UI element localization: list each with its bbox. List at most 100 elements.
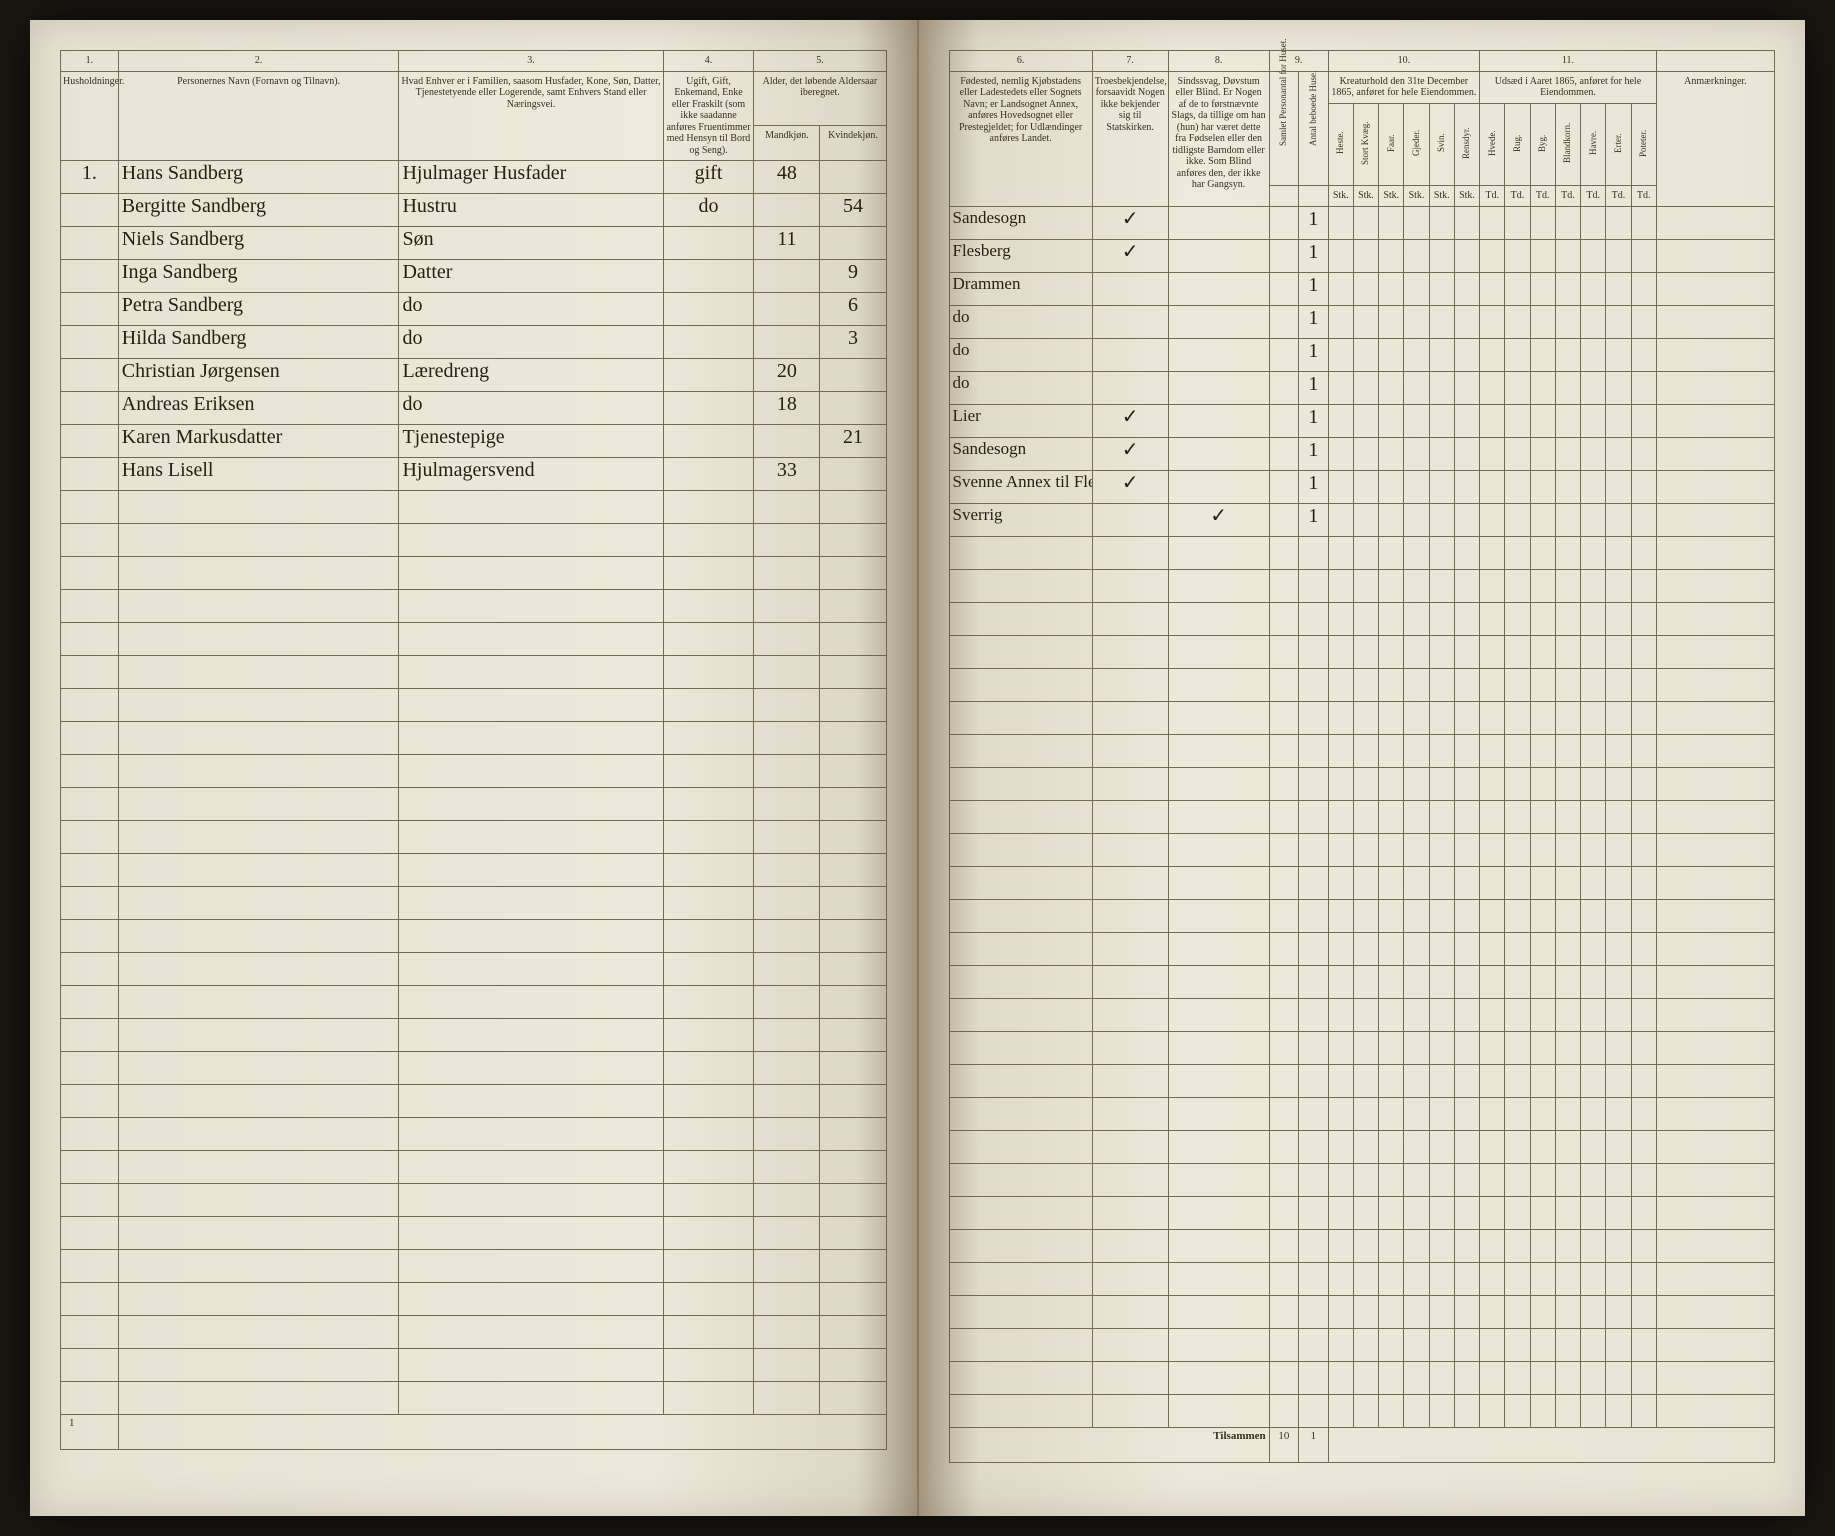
cell	[1092, 503, 1168, 536]
table-row	[949, 833, 1775, 866]
cell	[1269, 338, 1298, 371]
cell	[1555, 503, 1580, 536]
cell	[1480, 404, 1505, 437]
cell	[1269, 239, 1298, 272]
cell	[1269, 272, 1298, 305]
cell	[1379, 470, 1404, 503]
cell: Niels Sandberg	[118, 227, 399, 260]
cell: Christian Jørgensen	[118, 359, 399, 392]
cell	[1581, 371, 1606, 404]
table-row	[949, 767, 1775, 800]
colnum: 6.	[949, 51, 1092, 72]
cell	[1555, 371, 1580, 404]
unit: Stk.	[1429, 186, 1454, 207]
cell	[663, 293, 754, 326]
sum-persons: 10	[1269, 1427, 1298, 1462]
cell	[1581, 239, 1606, 272]
cell: 1	[1299, 437, 1328, 470]
cell	[61, 359, 119, 392]
cell	[820, 161, 886, 194]
cell	[1631, 371, 1656, 404]
cell	[1581, 305, 1606, 338]
cell	[1379, 206, 1404, 239]
header-condition: Sindssvag, Døvstum eller Blind. Er Nogen…	[1168, 71, 1269, 206]
cell	[1631, 503, 1656, 536]
cell: Hans Sandberg	[118, 161, 399, 194]
cell	[663, 425, 754, 458]
unit: Td.	[1581, 186, 1606, 207]
cell	[1404, 305, 1429, 338]
cell	[1328, 206, 1353, 239]
cell: 33	[754, 458, 820, 491]
subheader: Gjeder.	[1404, 103, 1429, 186]
cell: 1.	[61, 161, 119, 194]
cell: Inga Sandberg	[118, 260, 399, 293]
cell	[1168, 239, 1269, 272]
cell: Sverrig	[949, 503, 1092, 536]
cell	[1505, 338, 1530, 371]
table-row: Andreas Eriksendo18	[61, 392, 887, 425]
table-row: Svenne Annex til Flesberg✓1	[949, 470, 1775, 503]
cell	[1555, 305, 1580, 338]
table-row	[61, 755, 887, 788]
cell	[1530, 206, 1555, 239]
colnum: 3.	[399, 51, 663, 72]
cell	[1404, 470, 1429, 503]
cell	[1505, 503, 1530, 536]
left-ledger-table: 1. 2. 3. 4. 5. Husholdninger. Personerne…	[60, 50, 887, 1450]
cell	[1631, 404, 1656, 437]
cell: Sandesogn	[949, 206, 1092, 239]
sum-houses: 1	[1299, 1427, 1328, 1462]
cell: Drammen	[949, 272, 1092, 305]
cell: 1	[1299, 272, 1328, 305]
table-row: 1.Hans SandbergHjulmager Husfadergift48	[61, 161, 887, 194]
table-row	[61, 1382, 887, 1415]
cell	[754, 194, 820, 227]
cell	[1606, 305, 1631, 338]
header-age: Alder, det løbende Aldersaar iberegnet.	[754, 71, 886, 126]
cell: gift	[663, 161, 754, 194]
cell	[1328, 371, 1353, 404]
cell	[61, 458, 119, 491]
cell	[754, 425, 820, 458]
cell	[1379, 503, 1404, 536]
cell: 11	[754, 227, 820, 260]
table-row	[949, 536, 1775, 569]
cell	[1555, 206, 1580, 239]
cell	[1269, 206, 1298, 239]
cell	[1404, 371, 1429, 404]
right-ledger-table: 6. 7. 8. 9. 10. 11. Fødested, nemlig Kjø…	[949, 50, 1776, 1463]
cell: Hjulmagersvend	[399, 458, 663, 491]
table-row	[61, 1316, 887, 1349]
cell	[1631, 437, 1656, 470]
cell	[1168, 338, 1269, 371]
cell	[1092, 305, 1168, 338]
cell	[1530, 371, 1555, 404]
unit: Stk.	[1404, 186, 1429, 207]
cell	[820, 392, 886, 425]
table-row: do1	[949, 305, 1775, 338]
table-row	[61, 1349, 887, 1382]
cell	[1656, 206, 1774, 239]
unit: Stk.	[1379, 186, 1404, 207]
table-row	[61, 623, 887, 656]
unit: Td.	[1606, 186, 1631, 207]
table-row	[949, 1064, 1775, 1097]
cell	[1454, 371, 1479, 404]
unit: Td.	[1505, 186, 1530, 207]
cell: Læredreng	[399, 359, 663, 392]
cell	[1092, 272, 1168, 305]
cell	[663, 326, 754, 359]
cell	[1353, 305, 1378, 338]
unit: Stk.	[1353, 186, 1378, 207]
cell	[1581, 272, 1606, 305]
cell	[1379, 371, 1404, 404]
table-row: Drammen 1	[949, 272, 1775, 305]
cell	[1581, 338, 1606, 371]
table-row	[949, 1328, 1775, 1361]
cell: Hilda Sandberg	[118, 326, 399, 359]
cell	[1379, 437, 1404, 470]
cell	[1168, 305, 1269, 338]
cell: do	[949, 338, 1092, 371]
table-row	[949, 569, 1775, 602]
